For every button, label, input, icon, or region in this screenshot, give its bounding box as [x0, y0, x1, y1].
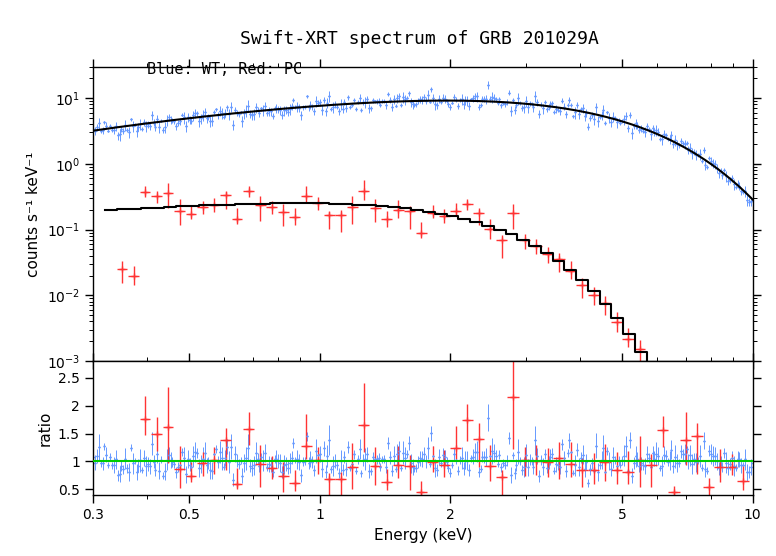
- X-axis label: Energy (keV): Energy (keV): [374, 528, 472, 543]
- Y-axis label: counts s⁻¹ keV⁻¹: counts s⁻¹ keV⁻¹: [26, 151, 41, 276]
- Y-axis label: ratio: ratio: [37, 410, 52, 445]
- Text: Swift-XRT spectrum of GRB 201029A: Swift-XRT spectrum of GRB 201029A: [240, 30, 598, 48]
- Text: Blue: WT, Red: PC: Blue: WT, Red: PC: [147, 62, 303, 77]
